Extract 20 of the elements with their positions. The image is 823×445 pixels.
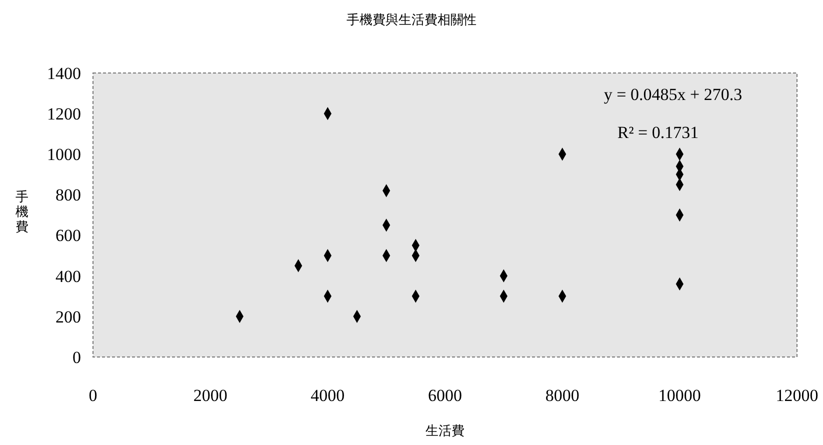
- x-axis-title: 生活費: [426, 423, 464, 438]
- y-tick-label: 0: [72, 348, 81, 367]
- y-tick-label: 1000: [47, 145, 81, 164]
- x-tick-label: 0: [88, 386, 98, 405]
- y-tick-label: 400: [56, 266, 81, 286]
- y-tick-label: 1400: [47, 64, 81, 83]
- x-tick-label: 8000: [545, 386, 580, 405]
- annotation: y = 0.0485x + 270.3: [604, 85, 742, 104]
- y-axis-title: 手機費: [16, 189, 28, 234]
- x-tick-label: 4000: [310, 386, 345, 405]
- x-tick-label: 10000: [658, 386, 701, 405]
- annotation: R² = 0.1731: [617, 123, 699, 142]
- y-tick-label: 600: [56, 226, 81, 246]
- chart-title: 手機費與生活費相關性: [346, 12, 476, 27]
- x-tick-label: 6000: [428, 386, 462, 405]
- x-tick-label: 12000: [776, 386, 818, 405]
- y-tick-label: 1200: [47, 104, 81, 124]
- x-tick-label: 2000: [193, 386, 228, 405]
- y-tick-label: 200: [56, 307, 81, 326]
- y-tick-label: 800: [56, 186, 81, 205]
